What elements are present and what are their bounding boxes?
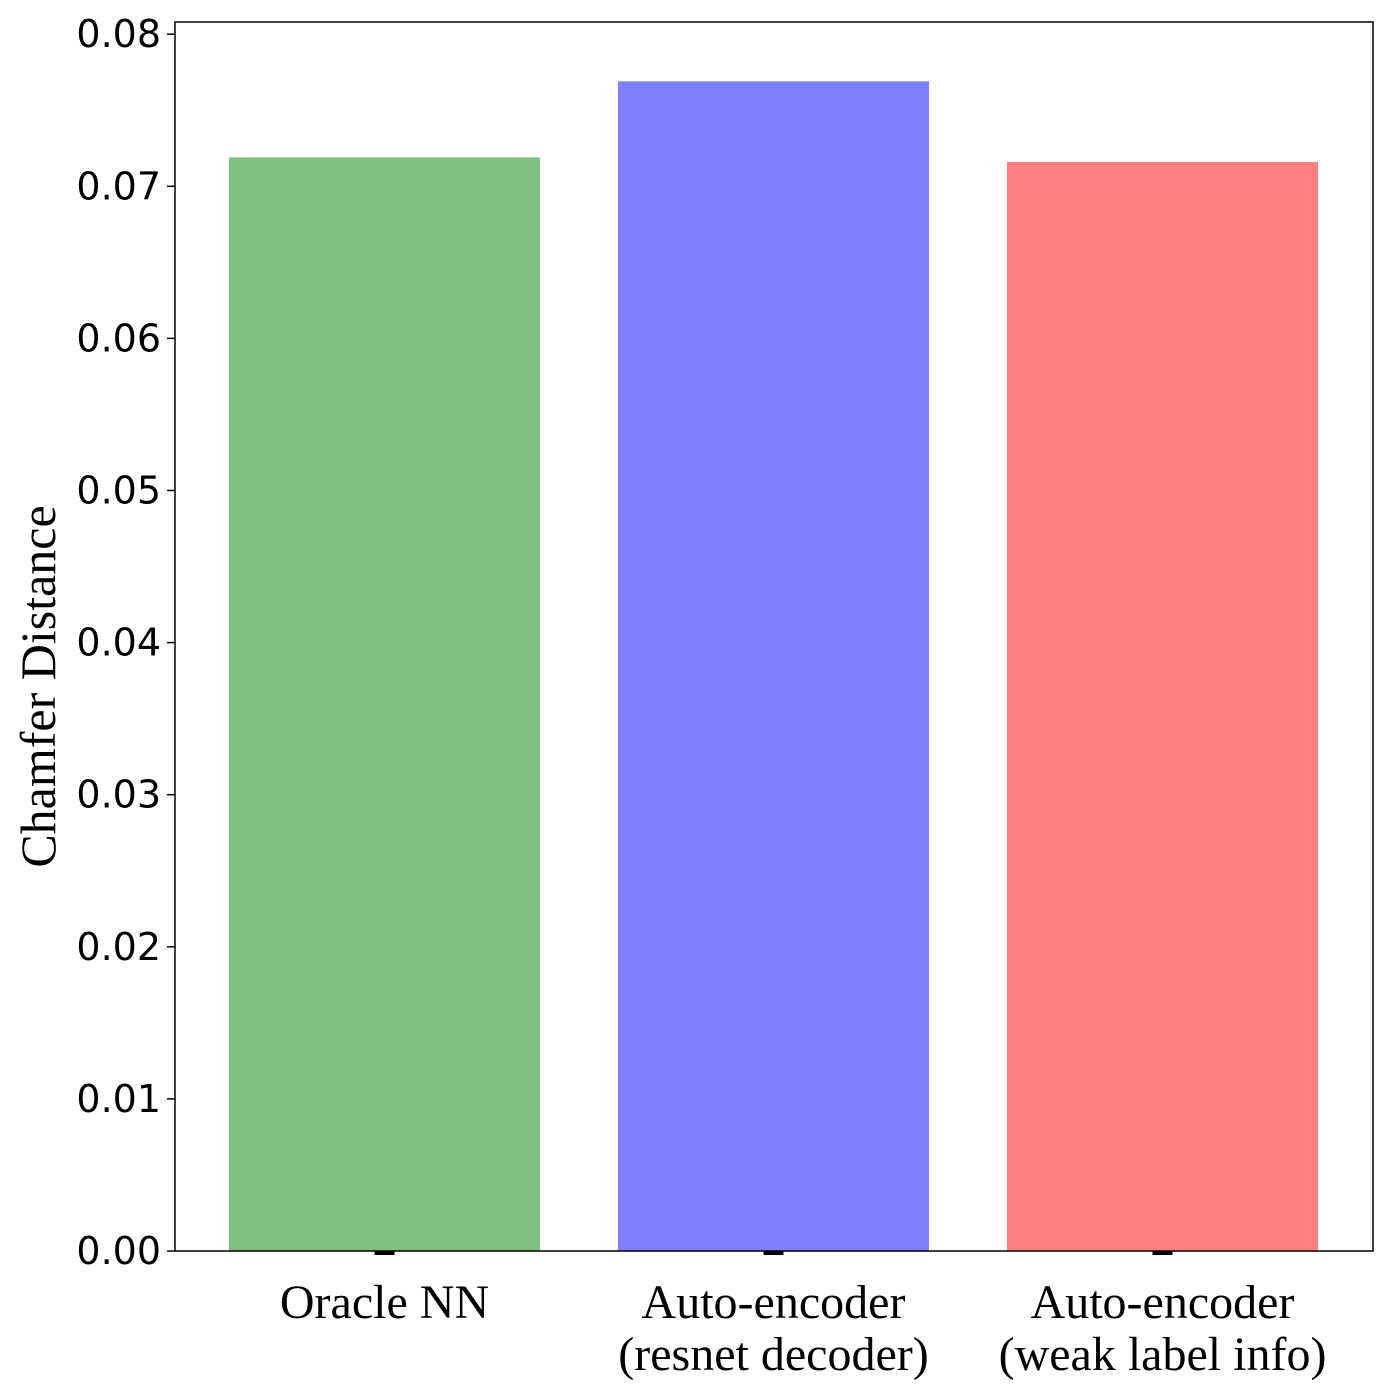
bar [1007,161,1318,1251]
error-marker [374,1251,395,1255]
bar [618,81,929,1251]
y-tick-label: 0.08 [76,12,161,56]
y-tick-label: 0.05 [76,468,161,512]
y-tick-label: 0.07 [76,164,161,208]
error-marker [1152,1251,1173,1255]
y-tick-label: 0.04 [76,621,161,665]
y-tick-label: 0.00 [76,1229,161,1273]
plot-frame [174,21,1374,1252]
y-tick-label: 0.02 [76,925,161,969]
x-category-label: Auto-encoder (weak label info) [999,1276,1327,1381]
error-marker [763,1251,784,1255]
bar [229,157,540,1251]
error-markers-group [374,1251,1173,1255]
y-axis-title: Chamfer Distance [10,505,66,867]
y-tick-label: 0.01 [76,1077,161,1121]
x-category-label-line: Auto-encoder [1031,1276,1295,1329]
y-axis: 0.00 0.01 0.02 0.03 0.04 0.05 0.06 0.07 0.08 [76,12,175,1273]
x-category-label-line: Auto-encoder [642,1276,906,1329]
x-category-label-line: Oracle NN [280,1276,489,1329]
x-axis: Oracle NN Auto-encoder (resnet decoder)Aut… [280,1276,1327,1381]
y-tick-label: 0.03 [76,773,161,817]
x-category-label: Auto-encoder (resnet decoder) [618,1276,928,1381]
x-category-label-line: (weak label info) [999,1328,1327,1381]
bars-group [229,81,1318,1251]
x-category-label: Oracle NN [280,1276,489,1329]
y-tick-label: 0.06 [76,316,161,360]
x-category-label-line: (resnet decoder) [618,1328,928,1381]
